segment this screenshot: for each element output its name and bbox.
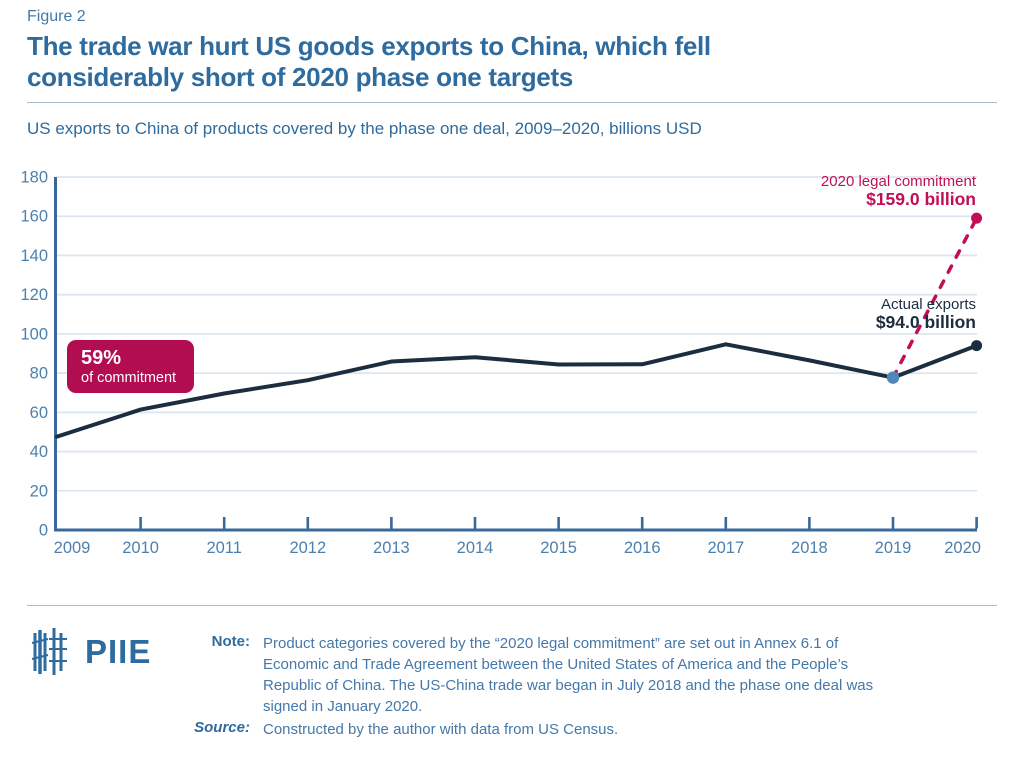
badge-caption: of commitment: [81, 370, 177, 386]
x-axis-tick-label: 2016: [624, 539, 661, 557]
data-point-2020: [971, 340, 983, 352]
commitment-annotation: 2020 legal commitment $159.0 billion: [821, 173, 976, 209]
x-axis-tick-label: 2019: [875, 539, 912, 557]
x-axis-tick-label: 2013: [373, 539, 410, 557]
x-axis-tick-label: 2010: [122, 539, 159, 557]
actual-exports-annotation-value: $94.0 billion: [875, 312, 976, 332]
note-text-line2: Economic and Trade Agreement between the…: [263, 656, 849, 673]
y-axis-tick-label: 60: [30, 404, 48, 422]
piie-logo-text: PIIE: [85, 632, 152, 670]
source-text: Constructed by the author with data from…: [263, 721, 619, 738]
actual-exports-annotation-label: Actual exports: [880, 296, 976, 313]
x-axis-tick-label: 2017: [707, 539, 744, 557]
chart-subtitle: US exports to China of products covered …: [27, 119, 702, 138]
note-text: Product categories covered by the “2020 …: [263, 633, 963, 717]
note-text-line4: signed in January 2020.: [263, 698, 423, 715]
y-axis-tick-label: 120: [20, 286, 48, 304]
x-axis-tick-label: 2020: [944, 539, 981, 557]
x-axis-tick-label: 2011: [206, 539, 241, 557]
badge-percent: 59%: [81, 347, 122, 369]
exports-line: [55, 342, 979, 439]
note-text-line3: Republic of China. The US-China trade wa…: [263, 677, 874, 694]
y-axis-tick-label: 20: [30, 482, 48, 500]
page-title-line2: considerably short of 2020 phase one tar…: [27, 62, 573, 92]
piie-logo-icon: [31, 628, 67, 675]
piie-logo: PIIE: [30, 626, 151, 677]
commitment-share-badge: 59% of commitment: [67, 340, 194, 393]
chart-area: 0 20 40 60 80 100 120 140 160 180 2009 2010 2011 2012…: [0, 160, 1024, 575]
note-label: Note:: [211, 633, 250, 650]
y-axis-tick-label: 180: [20, 169, 48, 187]
y-axis-tick-label: 40: [30, 443, 48, 461]
commitment-annotation-label: 2020 legal commitment: [820, 173, 976, 190]
y-axis-tick-label: 160: [20, 208, 48, 226]
y-axis-tick-label: 0: [39, 522, 48, 540]
x-axis-tick-label: 2014: [457, 539, 494, 557]
note-text-line1: Product categories covered by the “2020 …: [263, 635, 839, 652]
data-point-2019: [886, 371, 900, 384]
axis-lines: [54, 177, 977, 532]
footer-divider: [27, 605, 997, 606]
commitment-annotation-value: $159.0 billion: [866, 189, 976, 209]
figure-label: Figure 2: [27, 8, 86, 25]
x-axis-tick-label: 2009: [54, 539, 91, 557]
commitment-dashed-line: [891, 216, 979, 380]
actual-exports-annotation: Actual exports $94.0 billion: [876, 296, 976, 332]
x-axis-tick-label: 2012: [289, 539, 326, 557]
title-divider: [27, 102, 997, 103]
y-axis-tick-label: 140: [20, 247, 48, 265]
y-axis-tick-label: 100: [20, 325, 48, 343]
exports-chart: 0 20 40 60 80 100 120 140 160 180 2009 2010 2011 2012…: [20, 169, 983, 557]
x-axis-tick-label: 2015: [540, 539, 577, 557]
page-title: The trade war hurt US goods exports to C…: [27, 31, 711, 93]
source-label: Source:: [194, 719, 250, 736]
page-title-line1: The trade war hurt US goods exports to C…: [27, 31, 711, 61]
commitment-point: [971, 212, 983, 224]
y-axis-tick-label: 80: [30, 365, 48, 383]
x-axis-tick-label: 2018: [791, 539, 828, 557]
